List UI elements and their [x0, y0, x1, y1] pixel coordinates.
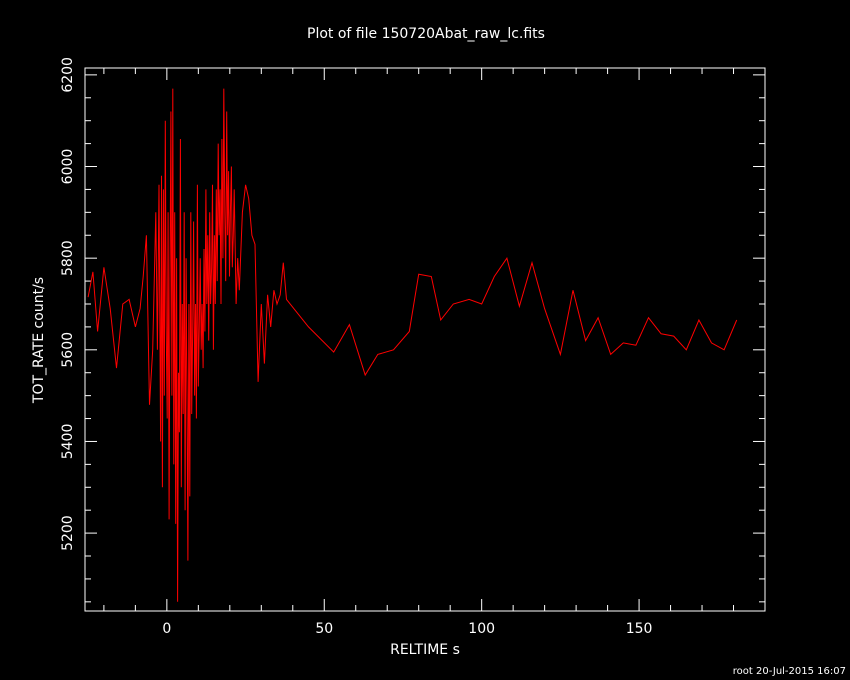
y-tick-label: 5200 [60, 515, 76, 551]
y-tick-label: 6200 [60, 57, 76, 93]
y-tick-label: 5400 [60, 424, 76, 460]
y-tick-label: 6000 [60, 149, 76, 185]
x-tick-label: 0 [162, 621, 171, 637]
x-tick-label: 150 [626, 621, 653, 637]
x-axis-label: RELTIME s [390, 642, 460, 658]
x-tick-label: 50 [315, 621, 333, 637]
axis-ticks [85, 68, 766, 611]
x-tick-labels: 0 50 100 150 [162, 621, 652, 637]
data-series [87, 88, 738, 602]
series-line [87, 88, 738, 602]
y-axis-label: TOT_RATE count/s [31, 277, 47, 404]
x-tick-label: 100 [468, 621, 495, 637]
chart-title: Plot of file 150720Abat_raw_lc.fits [307, 26, 545, 42]
plot-frame [84, 67, 766, 612]
y-tick-label: 5800 [60, 240, 76, 276]
y-tick-label: 5600 [60, 332, 76, 368]
footer-timestamp: root 20-Jul-2015 16:07 [733, 666, 846, 677]
y-tick-labels: 5200 5400 5600 5800 6000 6200 [60, 57, 76, 551]
